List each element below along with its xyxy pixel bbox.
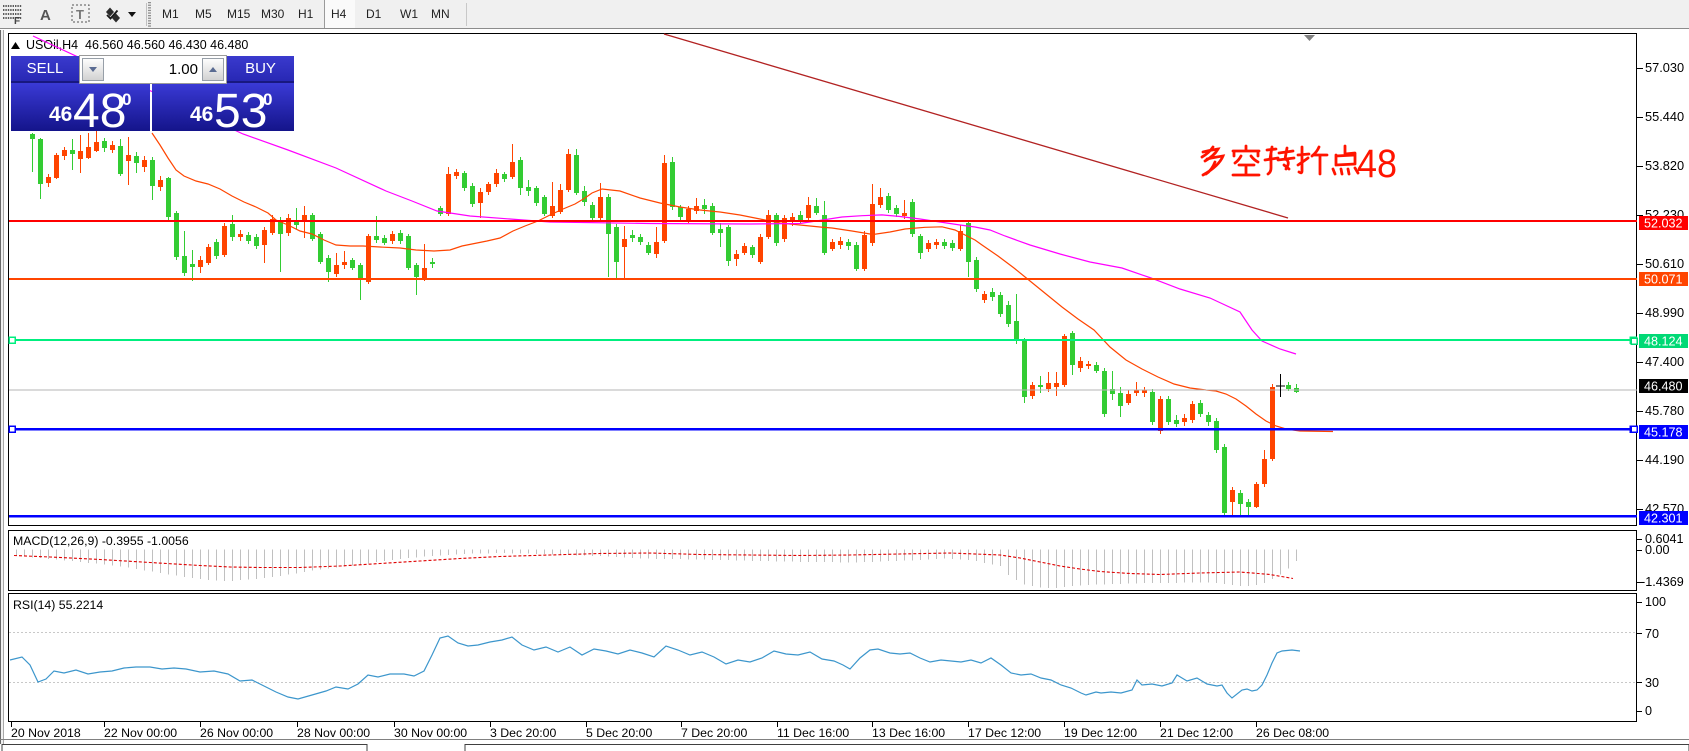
svg-text:0: 0 [263,90,272,109]
svg-text:55.440: 55.440 [1645,109,1684,124]
svg-text:21 Dec 12:00: 21 Dec 12:00 [1160,726,1233,740]
svg-text:0.6041: 0.6041 [1645,532,1684,546]
svg-text:48.990: 48.990 [1645,305,1684,320]
svg-text:17 Dec 12:00: 17 Dec 12:00 [968,726,1041,740]
svg-text:48.124: 48.124 [1644,335,1683,349]
svg-text:7 Dec 20:00: 7 Dec 20:00 [681,726,747,740]
svg-text:70: 70 [1645,627,1659,641]
svg-text:T: T [76,7,84,22]
svg-text:26 Dec 08:00: 26 Dec 08:00 [1256,726,1329,740]
svg-text:USOil,H4 46.560 46.560 46.430: USOil,H4 46.560 46.560 46.430 46.480 [26,38,248,52]
svg-text:-1.4369: -1.4369 [1641,575,1684,589]
svg-text:44.190: 44.190 [1645,452,1684,467]
svg-text:0.00: 0.00 [1645,543,1670,557]
svg-text:52.032: 52.032 [1644,217,1683,231]
svg-text:48: 48 [73,85,126,131]
svg-text:28 Nov 00:00: 28 Nov 00:00 [297,726,370,740]
svg-text:20 Nov 2018: 20 Nov 2018 [11,726,81,740]
svg-text:22 Nov 00:00: 22 Nov 00:00 [104,726,177,740]
svg-text:11 Dec 16:00: 11 Dec 16:00 [777,726,849,740]
svg-text:26 Nov 00:00: 26 Nov 00:00 [200,726,273,740]
svg-text:100: 100 [1645,595,1666,609]
svg-text:5 Dec 20:00: 5 Dec 20:00 [586,726,652,740]
svg-text:MACD(12,26,9) -0.3955 -1.0056: MACD(12,26,9) -0.3955 -1.0056 [13,534,189,548]
svg-text:46.480: 46.480 [1644,380,1683,394]
svg-text:A: A [40,7,51,24]
svg-text:42.301: 42.301 [1644,512,1683,526]
svg-text:48: 48 [1357,142,1397,186]
svg-text:57.030: 57.030 [1645,60,1684,75]
svg-text:13 Dec 16:00: 13 Dec 16:00 [872,726,945,740]
svg-text:0: 0 [1645,704,1652,718]
svg-text:RSI(14) 55.2214: RSI(14) 55.2214 [13,598,103,612]
svg-text:0: 0 [122,90,131,109]
svg-text:45.780: 45.780 [1645,403,1684,418]
svg-text:46: 46 [190,103,213,126]
svg-text:53: 53 [214,85,267,131]
svg-text:50.071: 50.071 [1644,273,1683,287]
svg-text:30 Nov 00:00: 30 Nov 00:00 [394,726,467,740]
svg-text:46: 46 [49,103,72,126]
svg-text:3 Dec 20:00: 3 Dec 20:00 [490,726,556,740]
svg-text:47.400: 47.400 [1645,354,1684,369]
svg-text:45.178: 45.178 [1644,426,1683,440]
svg-text:19 Dec 12:00: 19 Dec 12:00 [1064,726,1137,740]
svg-text:53.820: 53.820 [1645,158,1684,173]
svg-text:F: F [14,16,20,27]
svg-text:50.610: 50.610 [1645,256,1684,271]
svg-text:30: 30 [1645,676,1659,690]
